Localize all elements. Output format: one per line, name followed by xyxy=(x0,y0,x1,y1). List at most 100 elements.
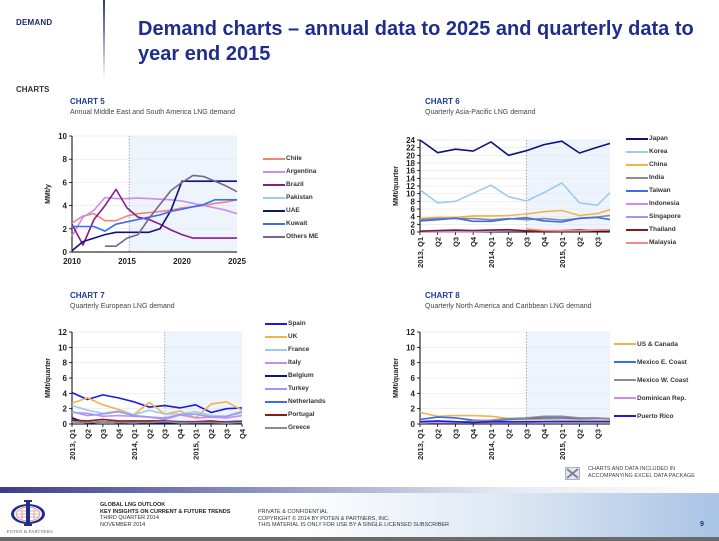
legend-label: Malaysia xyxy=(649,239,677,246)
x-tick-label: Q2 xyxy=(207,429,216,439)
legend-item: Spain xyxy=(265,317,326,330)
series-line-china xyxy=(419,208,610,220)
series-line-uk xyxy=(71,397,243,419)
publication-date: NOVEMBER 2014 xyxy=(100,521,146,528)
legend-item: Argentina xyxy=(263,165,319,178)
legend-item: UAE xyxy=(263,204,319,217)
chart7-legend: Spain UK France Italy Belgium Turkey Netherlan… xyxy=(265,317,326,434)
x-tick-label: 2010 xyxy=(63,257,81,266)
legend-swatch xyxy=(263,196,285,199)
legend-label: Taiwan xyxy=(649,187,671,194)
chart8-plot: 0 2 4 6 8 10 12 MMt/quarter 2013, Q1 Q2 Q3 Q4 2014, … xyxy=(393,328,610,460)
legend-label: Chile xyxy=(286,155,302,162)
x-tick-label: 2015, Q1 xyxy=(558,429,567,460)
legend-swatch xyxy=(626,202,648,205)
legend-swatch xyxy=(626,163,648,166)
chart-title: Quarterly North America and Caribbean LN… xyxy=(425,303,592,310)
publication-quarter: THIRD QUARTER 2014 xyxy=(100,515,159,521)
x-tick-label: 2013, Q1 xyxy=(68,429,77,460)
chart-number: CHART 7 xyxy=(70,291,105,300)
chart6-legend: Japan Korea China India Taiwan Indonesia Singa… xyxy=(626,132,681,249)
excel-note-line2: ACCOMPANYING EXCEL DATA PACKAGE xyxy=(588,473,695,479)
series-line-kuwait xyxy=(72,199,237,232)
legend-item: Japan xyxy=(626,132,681,145)
legend-item: Dominican Rep. xyxy=(614,389,688,407)
y-tick-label: 14 xyxy=(406,174,415,183)
legend-swatch xyxy=(614,343,636,345)
y-tick-label: 6 xyxy=(63,178,68,187)
x-tick-label: Q4 xyxy=(238,428,247,439)
legend-label: Dominican Rep. xyxy=(637,394,687,402)
page-title: Demand charts – annual data to 2025 and … xyxy=(138,18,694,65)
y-tick-label: 6 xyxy=(411,205,416,214)
chart5-header: CHART 5 Annual Middle East and South Ame… xyxy=(70,97,235,116)
y-tick-label: 8 xyxy=(63,359,68,368)
x-tick-label: Q3 xyxy=(161,429,170,439)
legend-swatch xyxy=(263,209,285,212)
y-tick-label: 18 xyxy=(406,159,415,168)
legend-item: China xyxy=(626,158,681,171)
confidential-label: PRIVATE & CONFIDENTIAL xyxy=(258,509,328,515)
legend-item: Thailand xyxy=(626,223,681,236)
page-number: 9 xyxy=(700,521,704,528)
legend-swatch xyxy=(265,361,287,364)
legend-swatch xyxy=(263,222,285,225)
legend-swatch xyxy=(265,335,287,338)
x-tick-label: Q4 xyxy=(540,236,549,247)
y-tick-label: 6 xyxy=(411,374,416,383)
legend-label: UK xyxy=(288,333,298,340)
excel-icon xyxy=(565,466,580,480)
series-line-france xyxy=(71,404,243,418)
legend-swatch xyxy=(626,215,648,218)
series-line-greece xyxy=(71,420,243,424)
excel-note-line1: CHARTS AND DATA INCLUDED IN xyxy=(588,466,676,472)
legend-item: France xyxy=(265,343,326,356)
legend-item: Kuwait xyxy=(263,217,319,230)
legend-swatch xyxy=(265,348,287,351)
y-tick-label: 22 xyxy=(406,144,415,153)
legend-label: France xyxy=(288,346,310,353)
legend-swatch xyxy=(265,413,287,416)
y-tick-label: 24 xyxy=(406,136,415,145)
legend-label: UAE xyxy=(286,207,300,214)
y-tick-label: 4 xyxy=(63,202,68,211)
x-tick-label: Q4 xyxy=(176,428,185,439)
legal-info: PRIVATE & CONFIDENTIAL COPYRIGHT © 2014 … xyxy=(258,509,449,529)
y-tick-label: 10 xyxy=(58,343,67,352)
poten-partners-logo-icon xyxy=(11,500,45,526)
x-tick-label: Q3 xyxy=(451,237,460,247)
x-tick-label: 2025 xyxy=(228,257,246,266)
x-tick-label: Q3 xyxy=(451,429,460,439)
legend-item: Belgium xyxy=(265,369,326,382)
series-line-argentina xyxy=(71,196,238,237)
x-tick-label: 2013, Q1 xyxy=(416,429,425,460)
legend-swatch xyxy=(614,415,636,417)
legend-swatch xyxy=(614,397,636,399)
legend-item: Brazil xyxy=(263,178,319,191)
y-axis-label: MMt/quarter xyxy=(45,358,52,398)
chart-title: Quarterly European LNG demand xyxy=(70,303,175,310)
legend-swatch xyxy=(626,241,648,244)
legend-item: Korea xyxy=(626,145,681,158)
chart7-plot: 0 2 4 6 8 10 12 MMt/quarter 2013, Q1 Q2 Q3 Q4 2014, … xyxy=(45,328,247,460)
legend-label: Thailand xyxy=(649,226,676,233)
y-tick-label: 16 xyxy=(406,167,415,176)
legend-item: Netherlands xyxy=(265,395,326,408)
y-tick-label: 10 xyxy=(58,132,67,141)
legend-label: Greece xyxy=(288,424,311,431)
x-tick-label: Q3 xyxy=(522,429,531,439)
legend-label: Turkey xyxy=(288,385,309,392)
legend-label: Singapore xyxy=(649,213,681,220)
y-tick-label: 8 xyxy=(411,359,416,368)
series-line-others-me xyxy=(105,174,238,247)
y-tick-label: 2 xyxy=(411,405,416,414)
chart8-legend: US & Canada Mexico E. Coast Mexico W. Coas… xyxy=(614,335,688,425)
legend-swatch xyxy=(265,322,287,325)
legend-item: Singapore xyxy=(626,210,681,223)
legend-swatch xyxy=(263,183,285,186)
footer-accent-bar xyxy=(0,487,719,493)
x-tick-label: Q2 xyxy=(505,429,514,439)
x-tick-label: Q3 xyxy=(593,237,602,247)
section-label: DEMAND xyxy=(16,18,53,27)
